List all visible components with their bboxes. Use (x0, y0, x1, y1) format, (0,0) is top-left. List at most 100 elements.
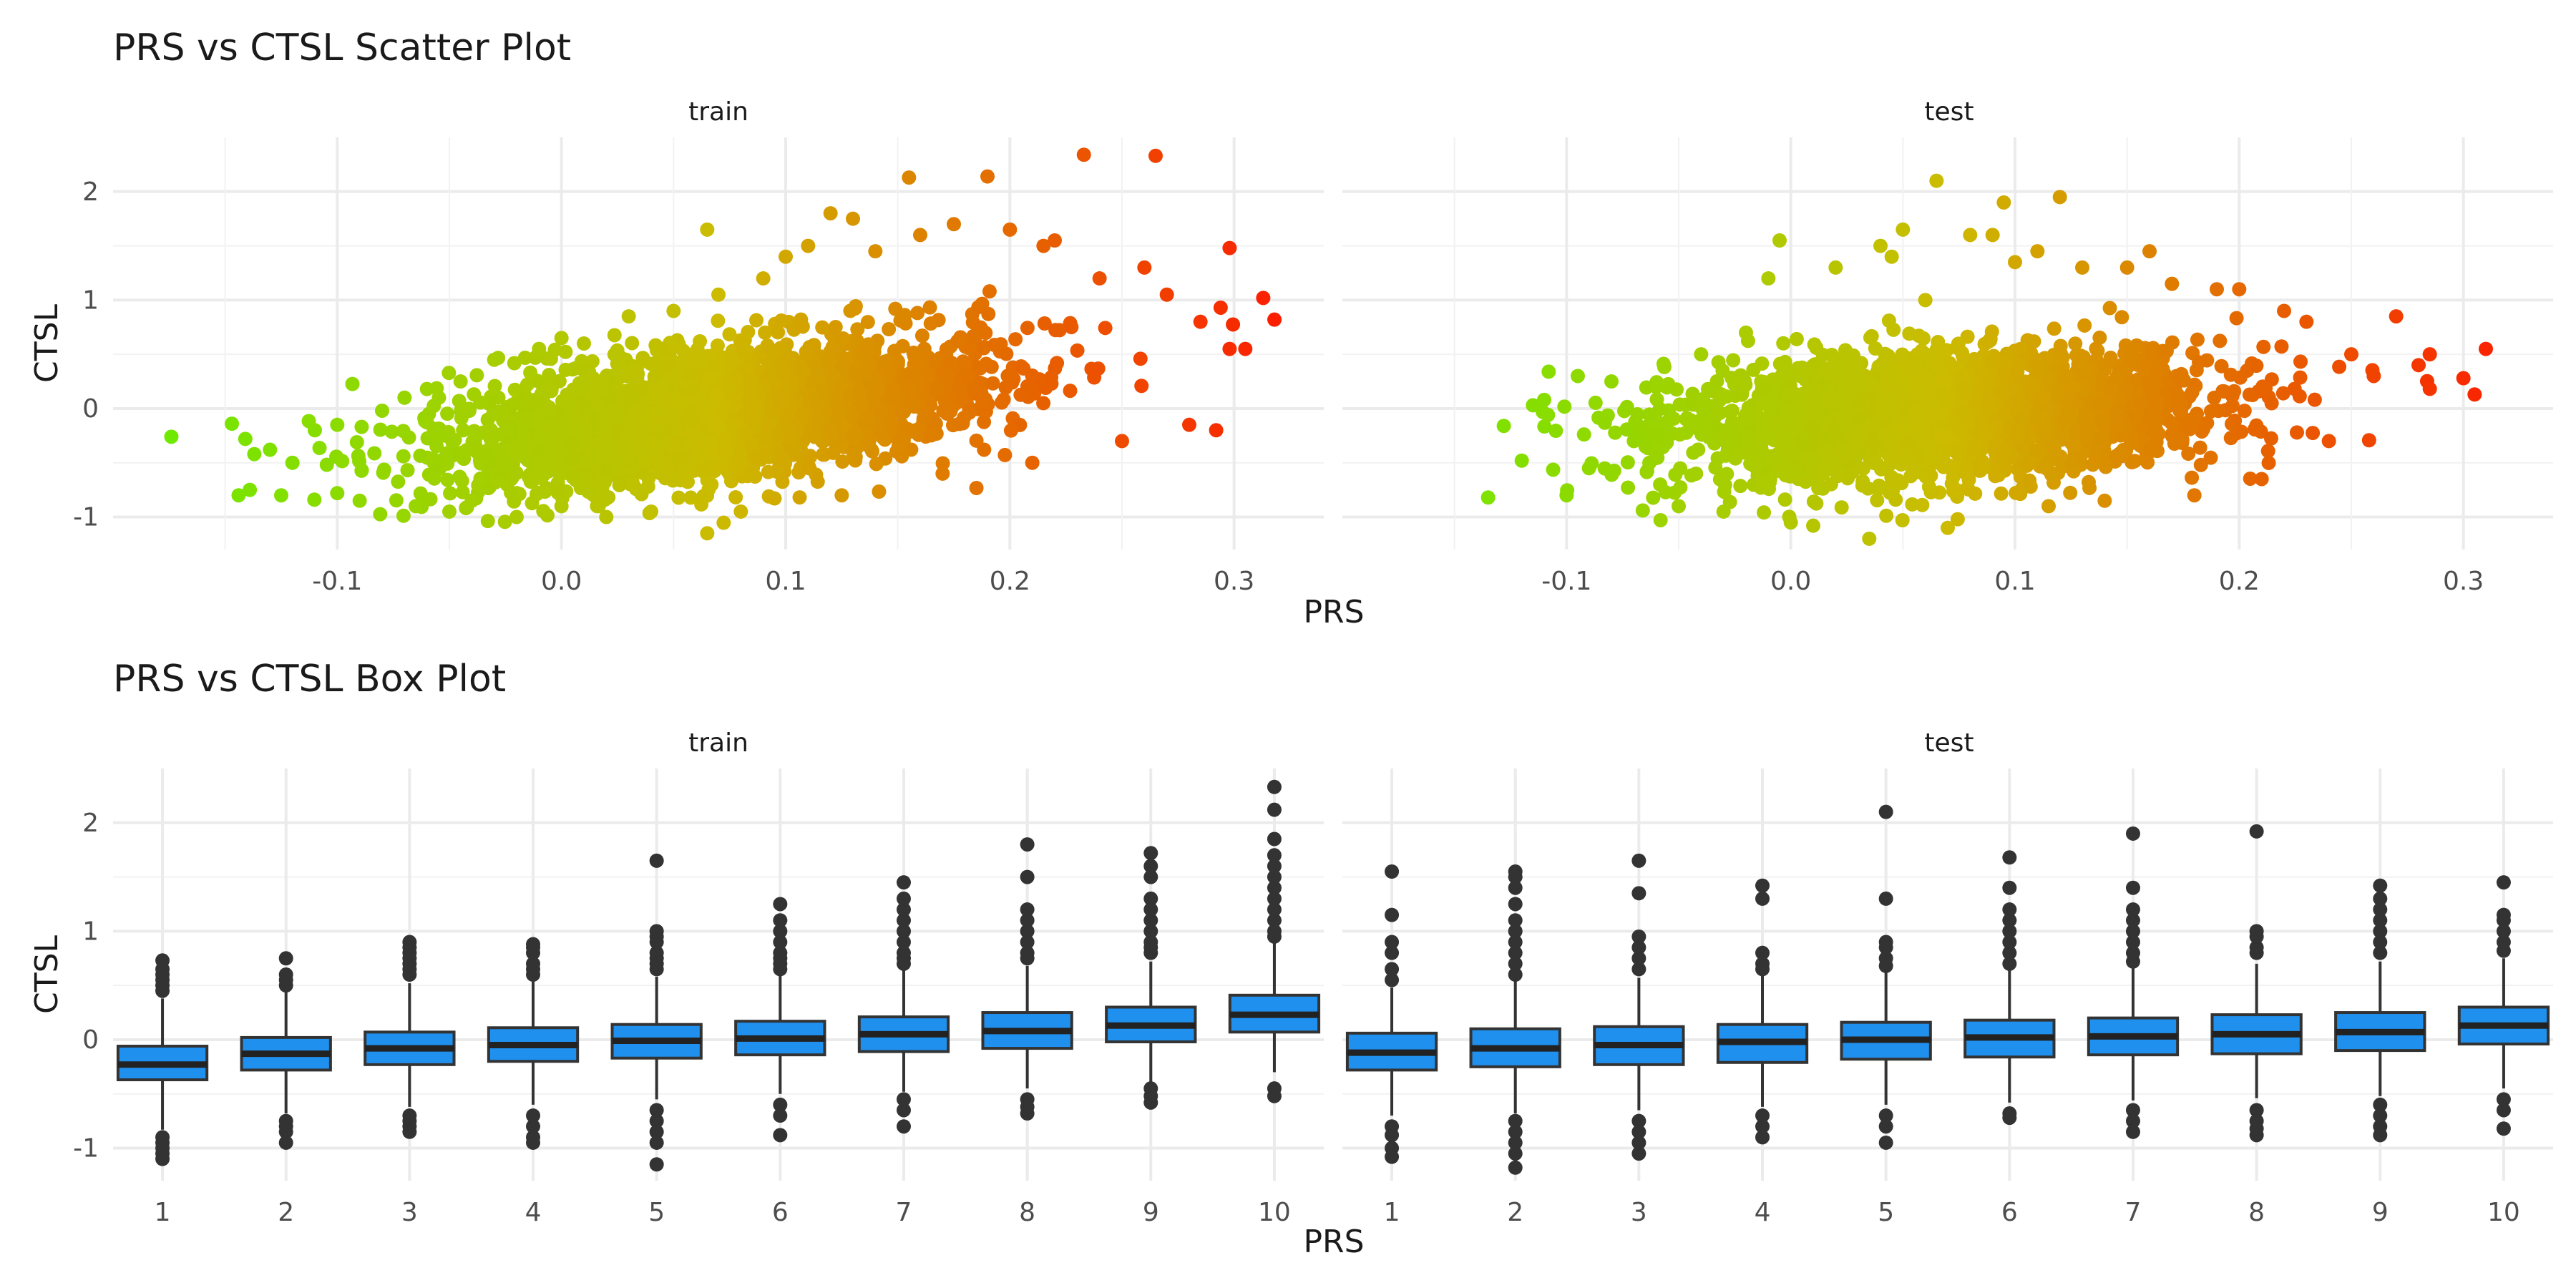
scatter-train-point (373, 507, 388, 522)
scatter-train-point (733, 456, 748, 471)
scatter-test-point (1726, 353, 1741, 368)
scatter-train-point (608, 404, 623, 419)
scatter-train-point (542, 400, 557, 415)
scatter-train-point (396, 508, 411, 523)
scatter-test-point (1661, 414, 1676, 429)
scatter-test-point (1867, 456, 1882, 471)
scatter-train-point (453, 374, 468, 389)
scatter-train-point (781, 409, 796, 424)
scatter-train-point (397, 390, 412, 405)
scatter-train-point (981, 306, 996, 321)
scatter-train-point (440, 472, 455, 487)
scatter-test-point (1994, 486, 2009, 501)
scatter-train-point (487, 352, 502, 367)
scatter-test-point (2022, 473, 2037, 488)
scatter-train-point (846, 449, 861, 464)
scatter-train-point (903, 380, 918, 395)
scatter-train-point (792, 490, 807, 505)
scatter-train-point (522, 411, 537, 426)
scatter-train-ytick-label: 2 (82, 177, 99, 207)
scatter-train-point (758, 325, 773, 340)
box-ylabel: CTSL (29, 935, 65, 1014)
scatter-train-point (947, 217, 961, 232)
scatter-test-point (1653, 512, 1668, 527)
scatter-train-point (897, 308, 912, 323)
scatter-train-point (469, 368, 484, 383)
scatter-train-point (693, 333, 708, 348)
scatter-train-point (285, 455, 300, 470)
scatter-train-point (745, 436, 760, 452)
scatter-test-point (2067, 439, 2082, 454)
scatter-train-point (367, 446, 382, 461)
scatter-test-point (1557, 399, 1572, 414)
scatter-test-point (1815, 464, 1830, 479)
scatter-train-point (443, 486, 458, 501)
scatter-train-point (1256, 291, 1271, 306)
scatter-test-point (1719, 389, 1735, 404)
scatter-test-point (1864, 328, 1879, 343)
scatter-test-point (2293, 370, 2308, 385)
scatter-test-point (1617, 404, 1632, 419)
scatter-train-point (1226, 317, 1241, 332)
scatter-train-point (809, 398, 824, 413)
scatter-train-point (779, 249, 793, 264)
scatter-test-point (2026, 334, 2041, 349)
scatter-train-point (577, 336, 591, 351)
scatter-train-point (542, 367, 557, 382)
scatter-test-point (1746, 362, 1761, 377)
scatter-train-point (312, 441, 327, 456)
scatter-train-point (627, 363, 642, 378)
scatter-train-point (1020, 321, 1035, 336)
scatter-test-point (1961, 462, 1976, 477)
scatter-test-point (1588, 395, 1603, 410)
scatter-train-point (1148, 148, 1163, 163)
scatter-train-point (944, 356, 959, 371)
scatter-test-point (1683, 413, 1698, 428)
scatter-test-point (1702, 430, 1717, 445)
scatter-train-point (733, 504, 748, 519)
scatter-train-point (400, 463, 415, 478)
scatter-test-point (2214, 358, 2229, 374)
scatter-train-point (644, 504, 658, 519)
scatter-train-point (1137, 260, 1152, 275)
scatter-ylabel: CTSL (29, 303, 65, 383)
scatter-train-point (517, 351, 532, 366)
scatter-test-point (2063, 485, 2078, 500)
scatter-train-point (1092, 271, 1107, 286)
scatter-train-point (825, 339, 840, 354)
scatter-train-point (810, 474, 825, 489)
scatter-train-point (595, 449, 610, 464)
scatter-train-point (771, 359, 786, 374)
scatter-train-point (761, 464, 776, 479)
scatter-train-point (979, 356, 994, 371)
scatter-train-point (828, 319, 843, 334)
scatter-train-point (869, 383, 884, 398)
scatter-train-point (1000, 369, 1015, 384)
scatter-train-point (749, 313, 764, 328)
scatter-train-point (809, 414, 824, 429)
scatter-train-point (783, 351, 798, 366)
scatter-train-point (263, 442, 278, 457)
scatter-train-point (758, 449, 773, 464)
scatter-test-point (1679, 425, 1694, 440)
scatter-train-point (1063, 316, 1078, 331)
scatter-test-point (1923, 468, 1938, 483)
scatter-test-point (1757, 505, 1772, 520)
scatter-strip-train: train (688, 97, 748, 127)
scatter-test-point (2275, 386, 2290, 401)
scatter-train-point (928, 416, 943, 431)
scatter-train-point (419, 381, 434, 396)
scatter-train-point (922, 300, 937, 315)
scatter-train-point (969, 433, 984, 448)
scatter-train-point (441, 366, 457, 381)
scatter-train-point (568, 383, 583, 398)
scatter-train-point (576, 362, 591, 377)
scatter-train-point (762, 418, 777, 433)
scatter-train-point (960, 369, 975, 384)
scatter-test-point (1708, 460, 1723, 475)
scatter-train-point (693, 449, 708, 464)
scatter-test-point (2242, 387, 2257, 402)
scatter-train-point (1222, 341, 1237, 356)
scatter-train-point (560, 399, 575, 414)
scatter-train-point (557, 422, 572, 437)
